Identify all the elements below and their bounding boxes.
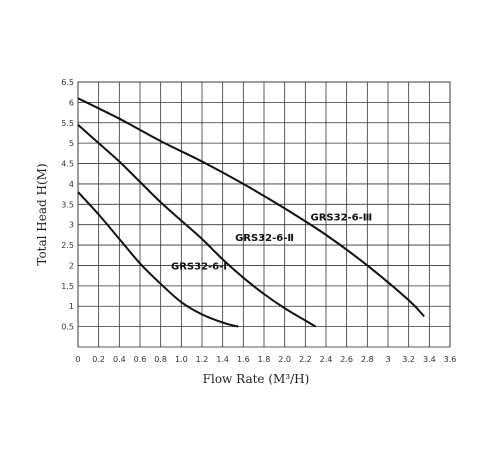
x-axis-title: Flow Rate (M³/H) <box>203 372 310 386</box>
x-tick-label: 0.2 <box>92 355 105 364</box>
x-tick-label: 1.0 <box>175 355 188 364</box>
x-tick-label: 2.8 <box>361 355 374 364</box>
y-tick-label: 5 <box>69 139 74 148</box>
x-tick-label: 0.8 <box>154 355 167 364</box>
series-lines <box>77 97 425 328</box>
series-label-3: GRS32-6-Ⅲ <box>311 213 373 224</box>
y-tick-label: 2.5 <box>61 241 74 250</box>
y-tick-label: 1.5 <box>61 282 74 291</box>
x-tick-label: 2.2 <box>299 355 312 364</box>
x-tick-label: 0.4 <box>113 355 126 364</box>
x-tick-label: 3 <box>385 355 390 364</box>
x-tick-label: 0 <box>75 355 80 364</box>
y-tick-label: 4.5 <box>61 160 74 169</box>
x-tick-label: 1.4 <box>216 355 229 364</box>
y-tick-label: 2 <box>69 261 74 270</box>
x-tick-label: 1.6 <box>237 355 250 364</box>
series-label-2: GRS32-6-Ⅱ <box>235 233 294 244</box>
x-tick-label: 2.4 <box>320 355 333 364</box>
y-tick-label: 5.5 <box>61 119 74 128</box>
x-tick-label: 3.2 <box>402 355 415 364</box>
x-axis-ticks: 0 0.2 0.4 0.6 0.8 1.0 1.2 1.4 1.6 1.8 2.0 2.2 2.4 2.6… <box>75 355 456 364</box>
x-tick-label: 3.4 <box>423 355 436 364</box>
series-line-3 <box>77 97 425 318</box>
series-label-1: GRS32-6-Ⅰ <box>171 262 227 273</box>
x-tick-label: 1.8 <box>258 355 271 364</box>
y-tick-label: 3 <box>69 221 74 230</box>
grid <box>77 81 451 348</box>
series-line-2 <box>77 124 317 328</box>
series-line-1 <box>77 191 239 328</box>
y-tick-label: 1 <box>69 302 74 311</box>
y-tick-label: 3.5 <box>61 200 74 209</box>
x-tick-label: 2.6 <box>340 355 353 364</box>
y-tick-label: 6.5 <box>61 78 74 87</box>
y-tick-label: 4 <box>69 180 74 189</box>
x-tick-label: 1.2 <box>196 355 209 364</box>
series-labels: GRS32-6-Ⅰ GRS32-6-Ⅱ GRS32-6-Ⅲ <box>171 213 372 273</box>
y-tick-label: 0.5 <box>61 323 74 332</box>
x-tick-label: 3.6 <box>444 355 457 364</box>
y-tick-label: 6 <box>69 98 74 107</box>
y-axis-ticks: 0.5 1 1.5 2 2.5 3 3.5 4 4.5 5 5.5 6 6.5 <box>61 78 74 332</box>
y-axis-title: Total Head H(M) <box>35 163 49 265</box>
x-tick-label: 2.0 <box>278 355 291 364</box>
x-tick-label: 0.6 <box>134 355 147 364</box>
